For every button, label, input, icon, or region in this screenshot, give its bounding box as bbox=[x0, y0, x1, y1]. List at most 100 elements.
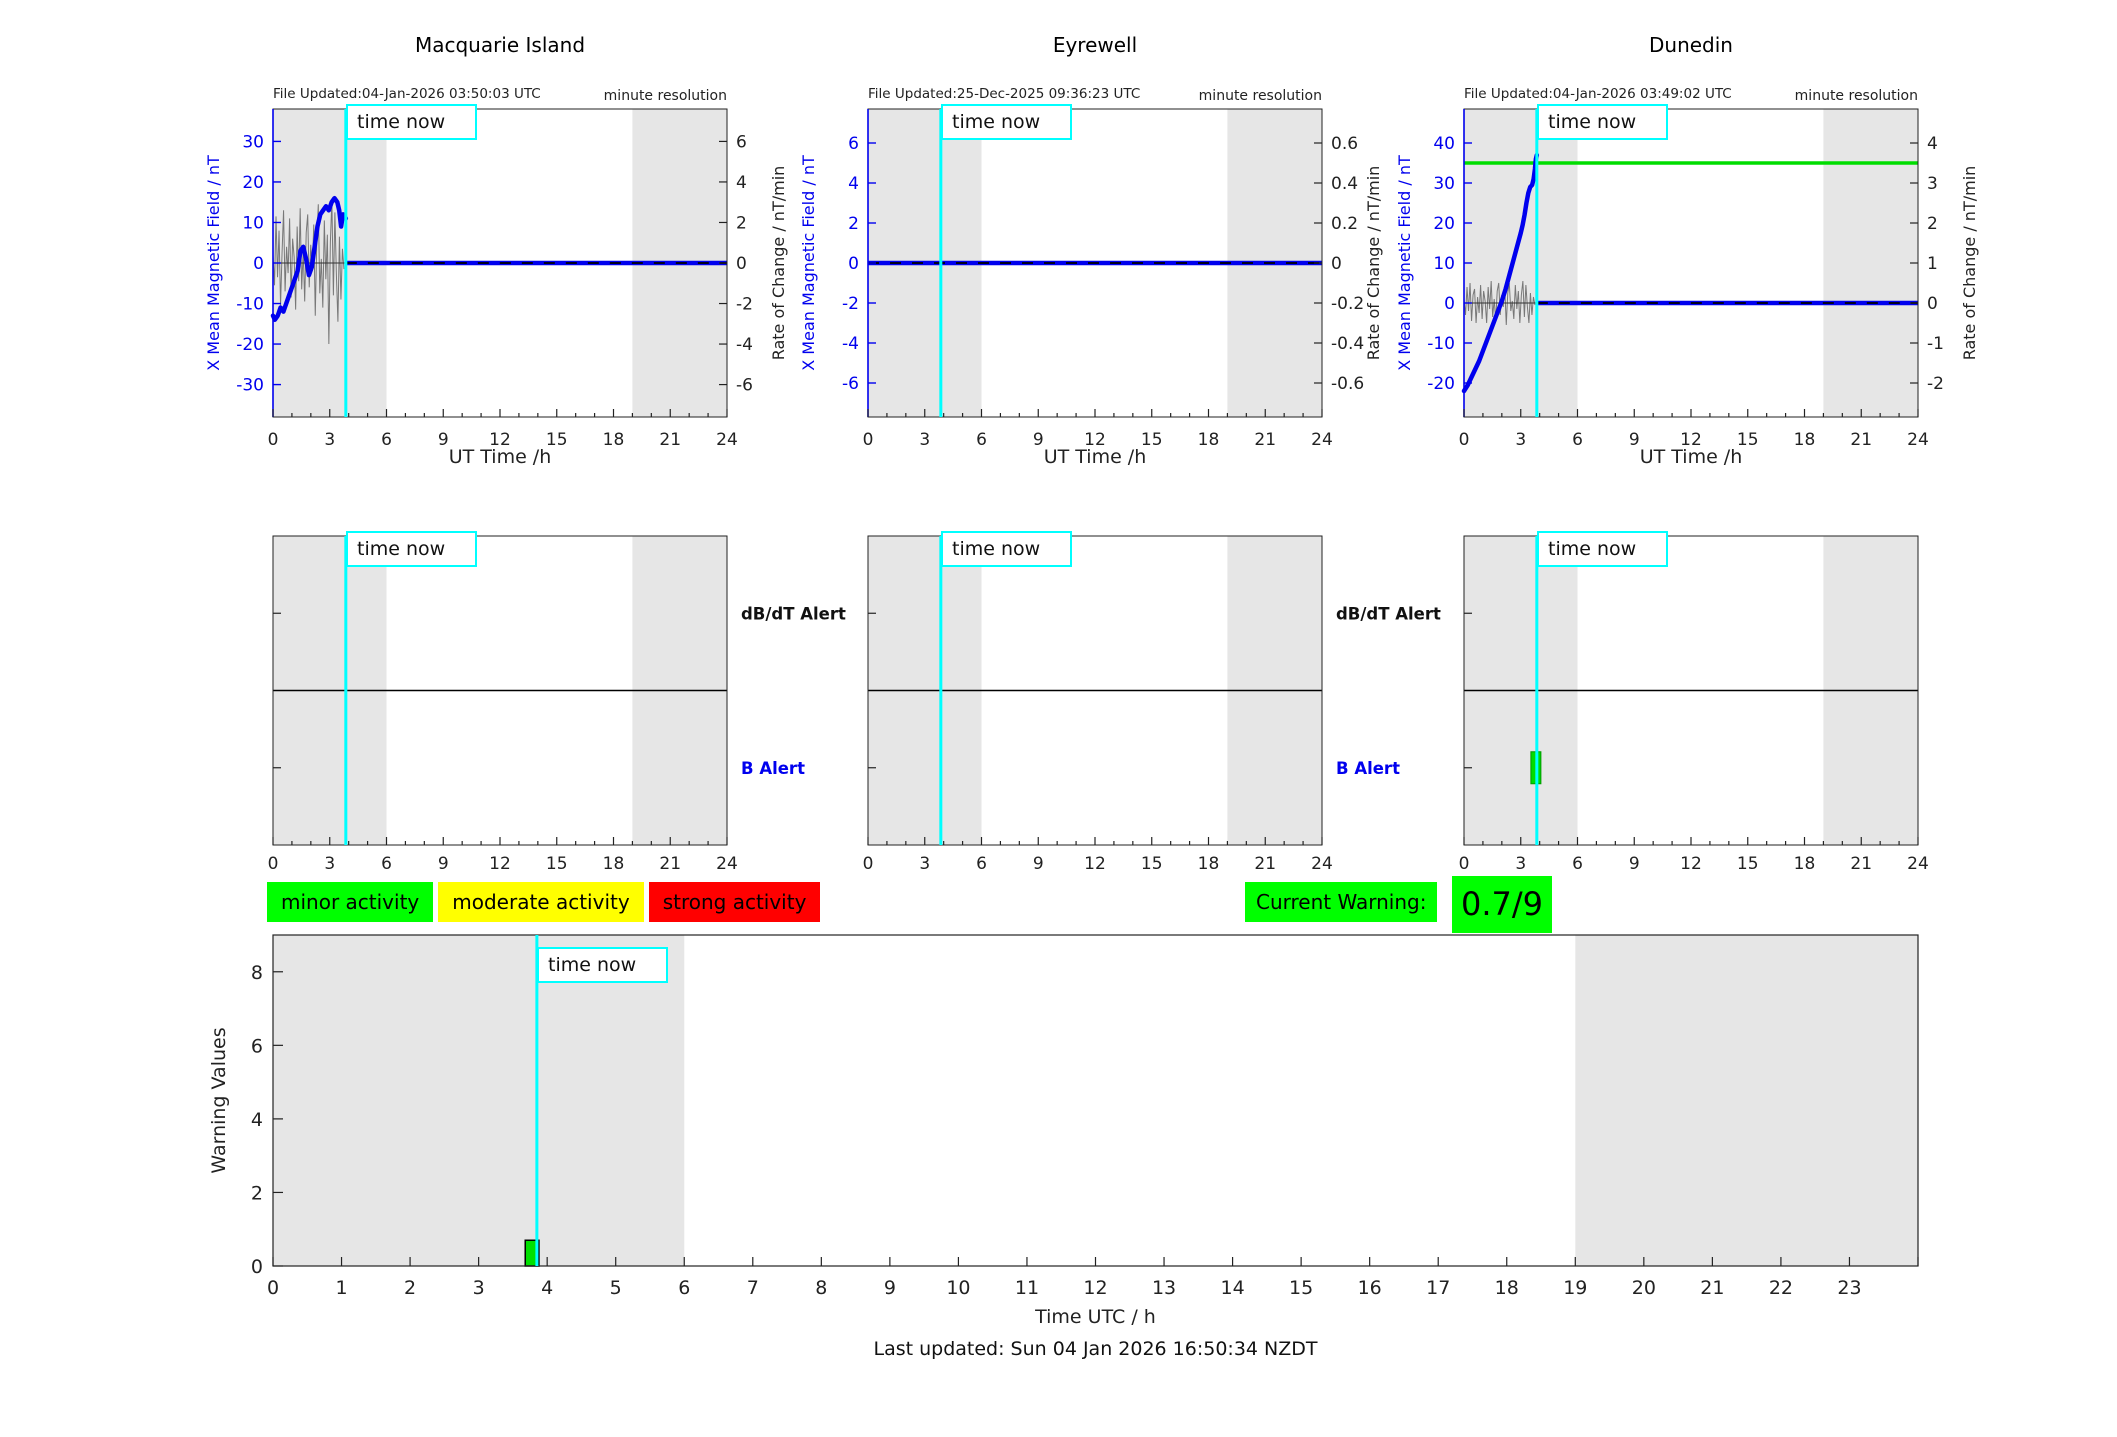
svg-text:0: 0 bbox=[736, 254, 747, 274]
svg-text:9: 9 bbox=[884, 1277, 896, 1299]
svg-text:10: 10 bbox=[946, 1277, 970, 1299]
svg-text:-0.4: -0.4 bbox=[1331, 334, 1364, 354]
svg-text:20: 20 bbox=[242, 173, 264, 193]
xaxis-label-dunedin: UT Time /h bbox=[1639, 446, 1743, 468]
svg-text:18: 18 bbox=[603, 854, 625, 874]
svg-text:-4: -4 bbox=[736, 335, 753, 355]
time-now-label: time now bbox=[346, 104, 477, 140]
svg-text:X Mean Magnetic Field / nT: X Mean Magnetic Field / nT bbox=[799, 155, 818, 371]
svg-text:6: 6 bbox=[976, 854, 987, 874]
svg-text:0: 0 bbox=[1459, 430, 1470, 450]
station-title-eyrewell: Eyrewell bbox=[1052, 33, 1138, 57]
svg-text:-20: -20 bbox=[1427, 374, 1455, 394]
last-updated-status: Last updated: Sun 04 Jan 2026 16:50:34 N… bbox=[873, 1338, 1318, 1360]
svg-text:2: 2 bbox=[404, 1277, 416, 1299]
svg-text:0: 0 bbox=[848, 254, 859, 274]
activity-legend: minor activity moderate activity strong … bbox=[267, 882, 821, 922]
svg-text:6: 6 bbox=[381, 430, 392, 450]
time-now-label: time now bbox=[537, 947, 668, 983]
svg-text:0: 0 bbox=[1331, 254, 1342, 274]
svg-text:21: 21 bbox=[1850, 430, 1872, 450]
time-now-label: time now bbox=[941, 104, 1072, 140]
svg-text:18: 18 bbox=[1495, 1277, 1519, 1299]
svg-text:-4: -4 bbox=[842, 334, 859, 354]
svg-text:24: 24 bbox=[1311, 430, 1333, 450]
svg-text:0: 0 bbox=[268, 854, 279, 874]
time-now-label: time now bbox=[346, 531, 477, 567]
station-title-macquarie: Macquarie Island bbox=[414, 33, 586, 57]
svg-text:B Alert: B Alert bbox=[1336, 759, 1400, 778]
svg-text:12: 12 bbox=[1084, 854, 1106, 874]
svg-text:3: 3 bbox=[324, 430, 335, 450]
svg-text:0: 0 bbox=[251, 1256, 263, 1278]
svg-text:Rate of Change / nT/min: Rate of Change / nT/min bbox=[769, 166, 788, 361]
svg-text:18: 18 bbox=[603, 430, 625, 450]
svg-text:15: 15 bbox=[1289, 1277, 1313, 1299]
svg-text:12: 12 bbox=[489, 854, 511, 874]
svg-text:15: 15 bbox=[1737, 854, 1759, 874]
svg-text:13: 13 bbox=[1152, 1277, 1176, 1299]
current-warning-value: 0.7/9 bbox=[1452, 876, 1553, 933]
svg-text:6: 6 bbox=[736, 132, 747, 152]
svg-text:12: 12 bbox=[1084, 430, 1106, 450]
time-now-label: time now bbox=[1537, 531, 1668, 567]
svg-text:18: 18 bbox=[1794, 430, 1816, 450]
svg-text:-6: -6 bbox=[842, 374, 859, 394]
svg-text:4: 4 bbox=[251, 1109, 263, 1131]
svg-text:9: 9 bbox=[438, 854, 449, 874]
svg-text:20: 20 bbox=[1632, 1277, 1656, 1299]
svg-text:2: 2 bbox=[251, 1182, 263, 1204]
svg-text:2: 2 bbox=[848, 214, 859, 234]
svg-text:6: 6 bbox=[976, 430, 987, 450]
svg-text:4: 4 bbox=[541, 1277, 553, 1299]
svg-text:18: 18 bbox=[1198, 854, 1220, 874]
svg-text:8: 8 bbox=[251, 962, 263, 984]
svg-text:24: 24 bbox=[1907, 430, 1929, 450]
svg-text:X Mean Magnetic Field / nT: X Mean Magnetic Field / nT bbox=[204, 155, 223, 371]
svg-text:21: 21 bbox=[659, 430, 681, 450]
svg-text:-10: -10 bbox=[1427, 334, 1455, 354]
svg-text:3: 3 bbox=[919, 430, 930, 450]
svg-text:6: 6 bbox=[1572, 430, 1583, 450]
svg-text:15: 15 bbox=[546, 854, 568, 874]
svg-text:21: 21 bbox=[1254, 854, 1276, 874]
current-warning-label: Current Warning: bbox=[1245, 882, 1438, 922]
svg-text:3: 3 bbox=[1515, 430, 1526, 450]
svg-text:0: 0 bbox=[1444, 294, 1455, 314]
svg-text:24: 24 bbox=[716, 854, 738, 874]
station-title-dunedin: Dunedin bbox=[1649, 33, 1733, 57]
svg-text:4: 4 bbox=[736, 173, 747, 193]
svg-text:3: 3 bbox=[473, 1277, 485, 1299]
svg-text:-2: -2 bbox=[736, 295, 753, 315]
svg-text:Warning Values: Warning Values bbox=[208, 1027, 230, 1173]
svg-text:dB/dT Alert: dB/dT Alert bbox=[741, 604, 846, 623]
resolution-note-macquarie: minute resolution bbox=[603, 88, 727, 104]
svg-text:0: 0 bbox=[253, 254, 264, 274]
svg-text:0: 0 bbox=[1927, 294, 1938, 314]
svg-text:0: 0 bbox=[863, 854, 874, 874]
svg-text:3: 3 bbox=[324, 854, 335, 874]
svg-text:21: 21 bbox=[659, 854, 681, 874]
svg-text:-1: -1 bbox=[1927, 334, 1944, 354]
xaxis-label-macquarie: UT Time /h bbox=[448, 446, 552, 468]
svg-text:1: 1 bbox=[335, 1277, 347, 1299]
svg-text:0: 0 bbox=[267, 1277, 279, 1299]
svg-text:-0.2: -0.2 bbox=[1331, 294, 1364, 314]
svg-text:Rate of Change / nT/min: Rate of Change / nT/min bbox=[1364, 166, 1383, 361]
svg-text:6: 6 bbox=[381, 854, 392, 874]
svg-text:4: 4 bbox=[848, 174, 859, 194]
svg-text:6: 6 bbox=[1572, 854, 1583, 874]
svg-text:3: 3 bbox=[1515, 854, 1526, 874]
svg-text:9: 9 bbox=[1033, 430, 1044, 450]
svg-text:15: 15 bbox=[1141, 854, 1163, 874]
svg-text:Rate of Change / nT/min: Rate of Change / nT/min bbox=[1960, 166, 1979, 361]
svg-text:9: 9 bbox=[1033, 854, 1044, 874]
svg-text:6: 6 bbox=[678, 1277, 690, 1299]
resolution-note-eyrewell: minute resolution bbox=[1198, 88, 1322, 104]
svg-text:-10: -10 bbox=[236, 295, 264, 315]
file-updated-macquarie: File Updated:04-Jan-2026 03:50:03 UTC bbox=[273, 86, 541, 102]
svg-text:18: 18 bbox=[1794, 854, 1816, 874]
legend-moderate-activity: moderate activity bbox=[438, 882, 644, 922]
